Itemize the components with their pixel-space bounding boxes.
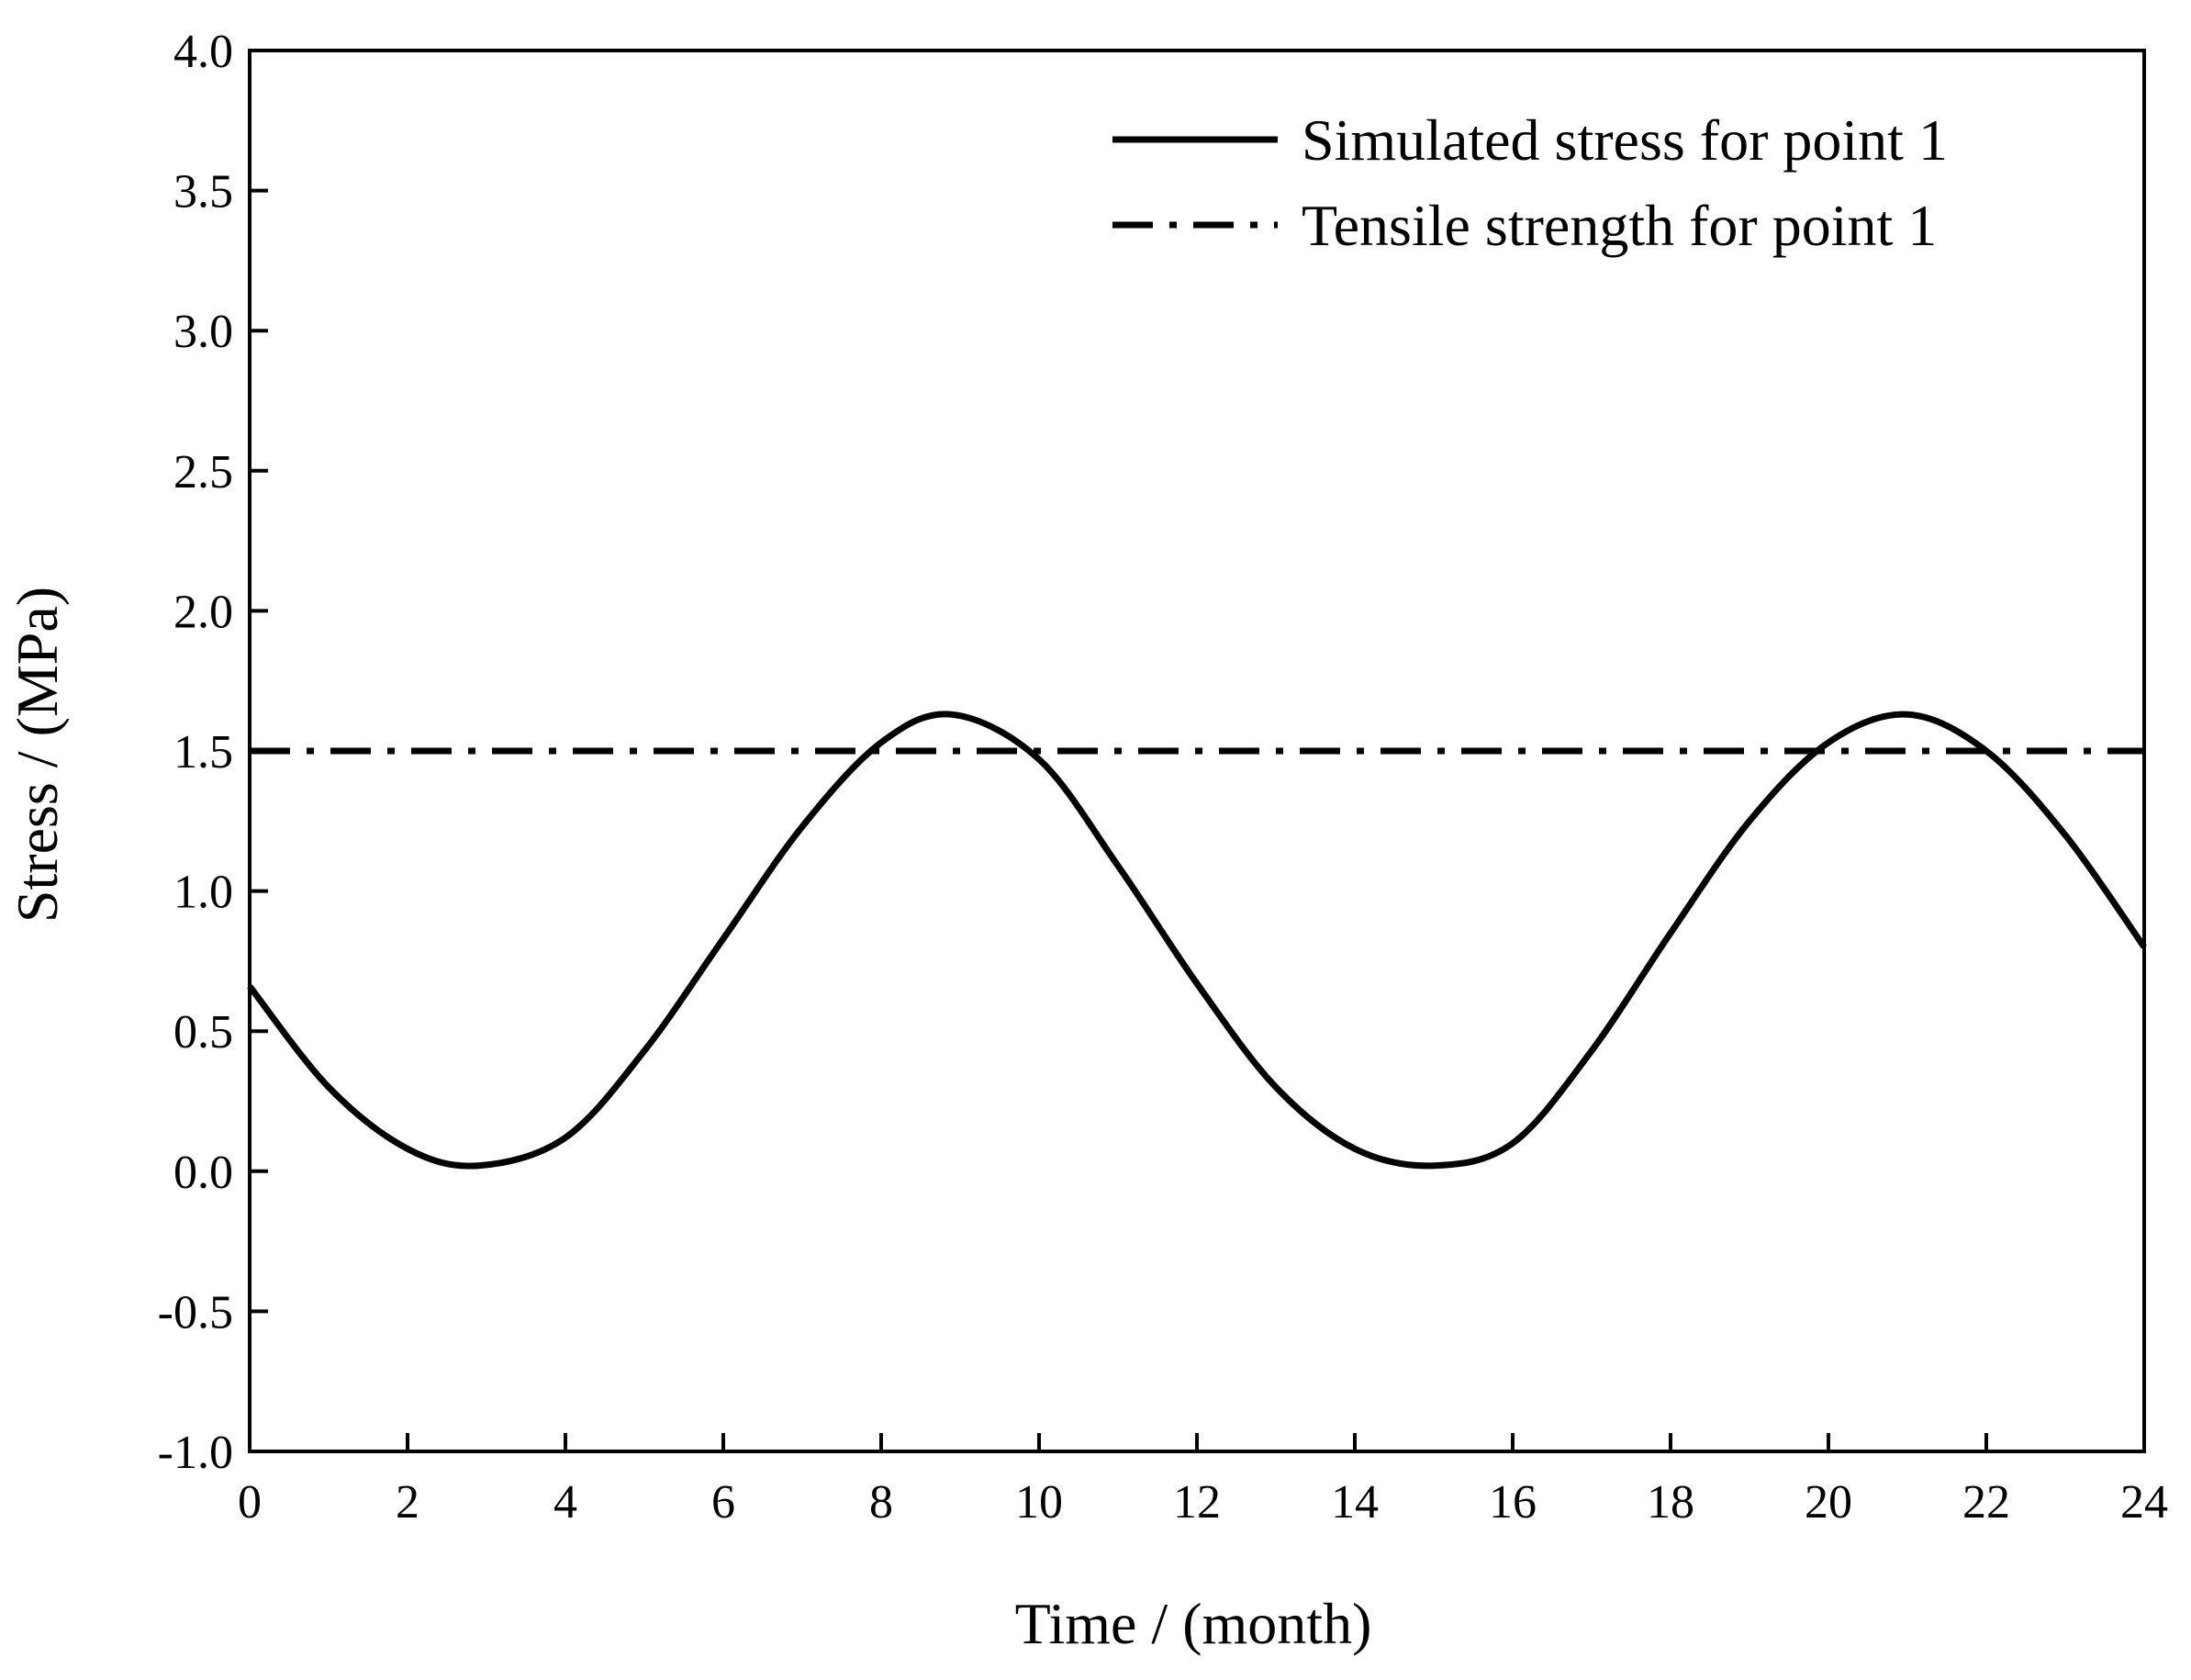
y-tick-label: 3.0 xyxy=(173,306,233,358)
simulated-stress-line xyxy=(247,711,2147,1170)
y-tick-label: 0.0 xyxy=(173,1147,233,1199)
legend-label: Tensile strength for point 1 xyxy=(1302,193,1937,258)
x-tick-label: 0 xyxy=(238,1476,262,1529)
x-tick-label: 2 xyxy=(396,1476,419,1529)
x-tick-label: 16 xyxy=(1489,1476,1537,1529)
x-axis: 0 2 4 6 8 10 12 14 16 18 20 22 24 xyxy=(238,1433,2168,1529)
y-tick-label: 3.5 xyxy=(173,166,233,218)
x-tick-label: 14 xyxy=(1331,1476,1379,1529)
x-tick-label: 24 xyxy=(2120,1476,2168,1529)
x-tick-label: 6 xyxy=(711,1476,735,1529)
x-tick-label: 12 xyxy=(1173,1476,1221,1529)
x-tick-label: 8 xyxy=(869,1476,893,1529)
y-tick-label: 1.5 xyxy=(173,726,233,778)
x-axis-title: Time / (month) xyxy=(1015,1591,1372,1656)
y-tick-label: 2.5 xyxy=(173,446,233,498)
y-tick-label: -1.0 xyxy=(158,1427,233,1479)
x-tick-label: 4 xyxy=(553,1476,577,1529)
series-layer xyxy=(247,711,2147,1170)
y-tick-label: 0.5 xyxy=(173,1006,233,1058)
x-tick-label: 20 xyxy=(1805,1476,1852,1529)
legend: Simulated stress for point 1 Tensile stre… xyxy=(1112,107,1948,258)
y-tick-label: 1.0 xyxy=(173,867,233,919)
y-axis: -1.0 -0.5 0.0 0.5 1.0 1.5 2.0 2.5 3.0 3.5 4.0 xyxy=(158,26,268,1479)
y-tick-label: -0.5 xyxy=(158,1286,233,1338)
y-axis-title: Stress / (MPa) xyxy=(5,587,70,923)
y-tick-label: 2.0 xyxy=(173,586,233,638)
y-tick-label: 4.0 xyxy=(173,26,233,78)
x-tick-label: 10 xyxy=(1015,1476,1063,1529)
x-tick-label: 18 xyxy=(1647,1476,1694,1529)
legend-label: Simulated stress for point 1 xyxy=(1302,107,1948,173)
x-tick-label: 22 xyxy=(1962,1476,2010,1529)
